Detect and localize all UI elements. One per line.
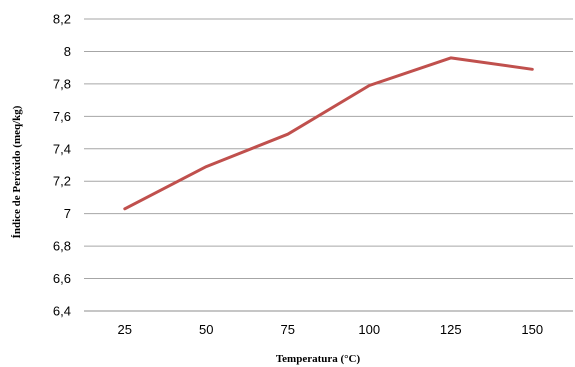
x-tick-label: 25: [118, 322, 132, 337]
series-group: [123, 56, 534, 211]
y-tick-label: 6,4: [53, 304, 71, 319]
y-axis-ticks: 6,4 6,6 6,8 7 7,2 7,4 7,6 7,8 8 8,2: [53, 12, 71, 319]
y-tick-label: 8,2: [53, 12, 71, 27]
y-tick-label: 8: [64, 44, 71, 59]
y-tick-label: 6,8: [53, 239, 71, 254]
y-tick-label: 6,6: [53, 271, 71, 286]
x-tick-label: 100: [358, 322, 380, 337]
y-tick-label: 7,6: [53, 109, 71, 124]
y-tick-label: 7: [64, 206, 71, 221]
x-axis-title: Temperatura (°C): [276, 353, 361, 365]
series-line: [123, 56, 534, 211]
x-tick-label: 150: [521, 322, 543, 337]
x-tick-label: 75: [281, 322, 295, 337]
y-tick-label: 7,4: [53, 141, 71, 156]
y-tick-label: 7,2: [53, 174, 71, 189]
y-axis-title: Índice de Peróxido (meq/kg): [11, 105, 23, 238]
y-tick-label: 7,8: [53, 76, 71, 91]
x-tick-label: 50: [199, 322, 213, 337]
x-axis-ticks: 25 50 75 100 125 150: [118, 322, 544, 337]
x-tick-label: 125: [440, 322, 462, 337]
gridlines: [84, 18, 573, 280]
